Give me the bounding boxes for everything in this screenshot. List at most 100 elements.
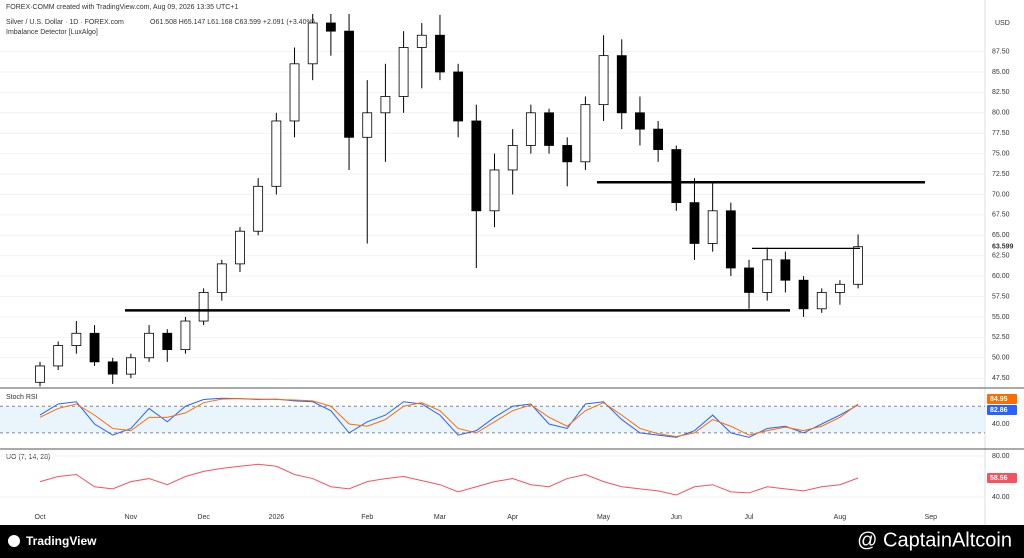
candle-body xyxy=(471,120,482,212)
indicator-line xyxy=(39,397,859,438)
y-tick-label: 80.00 xyxy=(992,453,1010,460)
uo-title: UO (7, 14, 28) xyxy=(6,454,50,461)
credit: FOREX·COMM created with TradingView.com,… xyxy=(6,4,238,11)
y-tick-label: 70.00 xyxy=(992,191,1010,198)
y-tick-label: 57.50 xyxy=(992,293,1010,300)
candle-body xyxy=(453,71,464,122)
candle-body xyxy=(398,47,409,97)
candle-body xyxy=(525,112,536,146)
candle-body xyxy=(89,332,100,363)
candle-body xyxy=(126,357,136,375)
candle-body xyxy=(107,361,118,375)
candle-body xyxy=(507,145,518,171)
x-tick-label: Aug xyxy=(834,514,847,521)
y-tick-label: 60.00 xyxy=(992,273,1010,280)
y-tick-label: 40.00 xyxy=(992,421,1010,428)
value-label: 82.86 xyxy=(990,407,1008,414)
candle-body xyxy=(144,332,154,359)
value-box xyxy=(987,394,1017,405)
x-tick-label: Apr xyxy=(507,514,519,521)
y-tick-label: 65.00 xyxy=(992,232,1010,239)
y-tick-label: 82.50 xyxy=(992,89,1010,96)
candles xyxy=(35,14,863,387)
candle-body xyxy=(707,210,718,244)
candle-body xyxy=(307,22,318,65)
candle-body xyxy=(653,128,664,150)
brand: TradingView xyxy=(26,534,97,548)
candle-body xyxy=(416,34,427,48)
candle-body xyxy=(598,55,609,106)
candle-body xyxy=(671,149,682,204)
x-tick-label: Jul xyxy=(745,514,754,521)
candle-body xyxy=(344,30,354,138)
candle-body xyxy=(544,112,554,146)
value-box xyxy=(987,473,1017,484)
candle-body xyxy=(780,259,791,281)
candle-body xyxy=(744,267,754,293)
candle-body xyxy=(198,292,209,322)
candle-body xyxy=(689,202,700,244)
value-label: 84.95 xyxy=(990,396,1008,403)
y-tick-label: 77.50 xyxy=(992,130,1010,137)
y-tick-label: 85.00 xyxy=(992,69,1010,76)
stoch-title: Stoch RSI xyxy=(6,394,38,401)
y-tick-label: 75.00 xyxy=(992,150,1010,157)
candle-body xyxy=(725,210,736,269)
y-tick-label: 72.50 xyxy=(992,171,1010,178)
x-tick-label: Feb xyxy=(361,514,373,521)
y-tick-label: 62.50 xyxy=(992,253,1010,260)
indicator-line xyxy=(39,398,859,437)
candle-body xyxy=(635,112,645,130)
candle-body xyxy=(798,279,809,310)
candle-body xyxy=(580,104,591,163)
y-tick-label: 87.50 xyxy=(992,48,1010,55)
candle-body xyxy=(489,169,500,212)
candle-body xyxy=(180,320,191,351)
symbol-title: Silver / U.S. Dollar · 1D · FOREX.com xyxy=(6,19,124,26)
candle-body xyxy=(271,120,282,187)
candle-body xyxy=(762,259,773,293)
value-label: 58.56 xyxy=(990,475,1008,482)
candle-body xyxy=(235,230,245,265)
x-tick-label: Nov xyxy=(125,514,138,521)
ohlc-status: O61.508 H65.147 L61.168 C63.599 +2.091 (… xyxy=(150,19,315,26)
y-tick-label: 80.00 xyxy=(992,110,1010,117)
footer-bar xyxy=(0,525,1024,558)
y-tick-label: 47.50 xyxy=(992,375,1010,382)
x-tick-label: Mar xyxy=(434,514,447,521)
candle-body xyxy=(362,112,373,138)
y-tick-label: 52.50 xyxy=(992,334,1010,341)
candle-body xyxy=(616,55,627,114)
candle-body xyxy=(216,263,227,293)
y-tick-label: 55.00 xyxy=(992,314,1010,321)
x-tick-label: Jun xyxy=(671,514,682,521)
candle-body xyxy=(35,365,45,383)
candle-body xyxy=(835,283,845,293)
candle-body xyxy=(325,22,336,32)
candle-body xyxy=(853,246,863,285)
indicator-name: Imbalance Detector [LuxAlgo] xyxy=(6,29,98,36)
value-box xyxy=(987,404,1017,415)
candle-body xyxy=(435,34,445,73)
y-tick-label: 40.00 xyxy=(992,494,1010,501)
candle-body xyxy=(816,292,827,310)
candle-body xyxy=(380,96,391,114)
candle-body xyxy=(71,332,82,346)
candle-body xyxy=(53,345,64,367)
last-price-label: 63.599 xyxy=(992,244,1014,251)
x-tick-label: Oct xyxy=(35,514,46,521)
candle-body xyxy=(162,332,173,351)
x-tick-label: May xyxy=(597,514,611,521)
candle-body xyxy=(562,145,573,163)
x-tick-label: Sep xyxy=(925,514,938,521)
x-tick-label: 2026 xyxy=(269,514,285,521)
logo xyxy=(8,535,20,547)
watermark: @ CaptainAltcoin xyxy=(857,529,1012,551)
candle-body xyxy=(253,185,264,232)
indicator-line xyxy=(39,463,859,496)
currency: USD xyxy=(995,20,1010,27)
candle-body xyxy=(289,63,300,122)
x-tick-label: Dec xyxy=(197,514,210,521)
